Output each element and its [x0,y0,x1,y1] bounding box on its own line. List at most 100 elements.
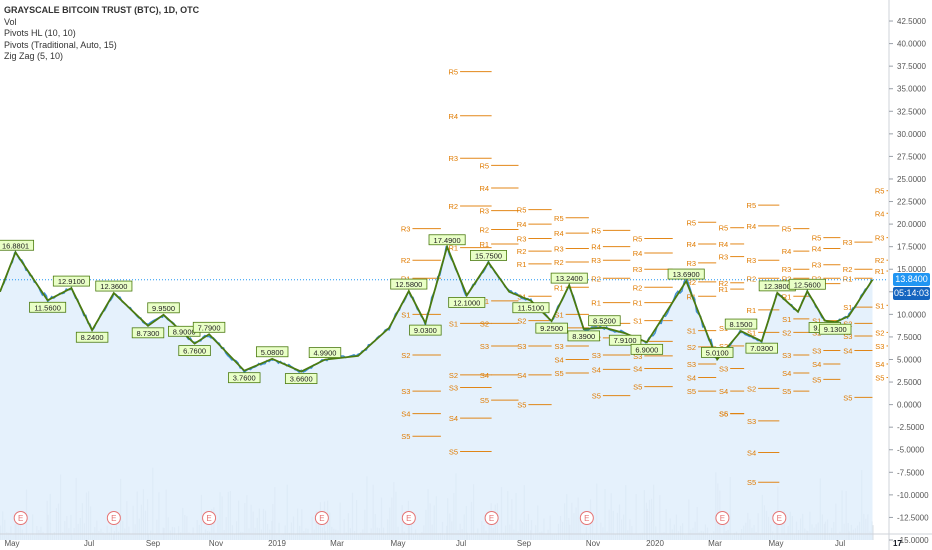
pivot-level-label: S3 [401,387,410,396]
y-tick-label: -12.5000 [897,513,929,522]
pivot-level-label: S3 [633,352,642,361]
zigzag-label-box [29,301,67,313]
pivot-level-label: S4 [719,387,728,396]
pivot-level-label: R1 [875,267,885,276]
zigzag-label: 8.2400 [81,333,104,342]
pivot-level-label: R1 [782,292,792,301]
pivot-level-label: S1 [401,310,410,319]
pivot-level-label: S4 [843,346,852,355]
x-tick-label: Sep [146,539,161,548]
pivot-level-label: R4 [591,243,601,252]
zigzag-label: 12.1000 [453,298,480,307]
pivot-level-label: R4 [554,229,564,238]
pivot-level-label: R3 [554,244,564,253]
pivot-level-label: R4 [448,112,458,121]
pivot-level-label: R3 [401,225,411,234]
legend-title[interactable]: GRAYSCALE BITCOIN TRUST (BTC), 1D, OTC [4,5,200,15]
pivot-level-label: S2 [480,319,489,328]
pivot-level-label: S3 [875,342,884,351]
zigzag-label-box [701,346,734,358]
pivot-level-label: R5 [633,235,643,244]
zigzag-label: 17.4900 [434,236,461,245]
pivot-level-label: R3 [591,256,601,265]
pivot-level-label: S1 [843,303,852,312]
zigzag-label-box [448,297,486,308]
legend-volume[interactable]: Vol [4,16,17,27]
time-axis[interactable]: May Jul Sep Nov 2019 Mar May Jul Sep Nov 2020 Mar Ma… [0,533,932,548]
pivot-level-label: R5 [747,201,757,210]
pivot-level-label: R4 [480,184,490,193]
pivot-level-label: S3 [719,365,728,374]
legend-pivots-hl[interactable]: Pivots HL (10, 10) [4,28,76,38]
y-tick-label: 7.5000 [897,333,922,342]
earnings-icon-label: E [319,514,324,523]
earnings-icon-label: E [111,514,116,523]
zigzag-label: 15.7500 [475,251,502,260]
pivot-level-label: R2 [747,274,757,283]
y-tick-label: 5.0000 [897,355,922,364]
pivot-level-label: R3 [448,154,458,163]
pivot-level-label: S1 [554,310,563,319]
legend-zigzag[interactable]: Zig Zag (5, 10) [4,51,64,61]
zigzag-label: 8.3900 [572,332,595,341]
zigzag-label: 7.7900 [198,323,221,332]
zigzag-label-box [724,318,758,330]
pivot-level-label: R4 [517,220,527,229]
pivot-level-label: S2 [449,371,458,380]
pivot-level-label: S4 [554,355,563,364]
pivot-level-label: S2 [687,343,696,352]
zigzag-label-box [588,315,621,327]
pivot-level-label: R3 [480,207,490,216]
pivot-level-label: S2 [517,317,526,326]
pivot-level-label: R3 [633,265,643,274]
pivot-level-label: R2 [554,258,564,267]
x-tick-label: Nov [586,539,600,548]
pivot-level-label: R3 [747,256,757,265]
pivot-level-label: S2 [401,351,410,360]
price-axis[interactable]: 42.5000 40.0000 37.5000 35.0000 32.5000 30.00… [888,0,929,550]
x-tick-label: Nov [209,539,223,548]
zigzag-label: 7.9100 [614,336,637,345]
y-tick-label: 35.0000 [897,85,926,94]
y-tick-label: 32.5000 [897,107,926,116]
zigzag-label-box [409,324,442,336]
zigzag-label: 11.5600 [34,303,61,312]
zigzag-label: 3.6600 [290,375,313,384]
pivot-level-label: S2 [875,328,884,337]
pivot-level-label: R4 [719,240,729,249]
pivot-level-label: R2 [633,283,643,292]
zigzag-label-box [745,342,778,354]
y-tick-label: -7.5000 [897,468,925,477]
zigzag-label: 16.8801 [2,241,29,250]
pivot-level-label: S1 [782,315,791,324]
pivot-level-label: S3 [554,342,563,351]
zigzag-label: 8.5200 [593,317,616,326]
pivot-level-label: R4 [687,240,697,249]
tradingview-logo[interactable]: 17 [893,539,902,548]
pivot-level-label: R2 [480,226,490,235]
y-tick-label: 20.0000 [897,220,926,229]
zigzag-label-box [0,239,35,251]
pivot-level-label: S1 [687,327,696,336]
zigzag-label: 9.0300 [414,326,437,335]
y-tick-label: 2.5000 [897,378,922,387]
pivot-level-label: S5 [517,401,526,410]
pivot-level-label: R2 [517,247,527,256]
zigzag-label: 3.7600 [233,374,256,383]
volume-bar [872,525,874,540]
x-tick-label: Sep [517,539,532,548]
chart-legend: GRAYSCALE BITCOIN TRUST (BTC), 1D, OTC V… [4,5,199,63]
legend-pivots-traditional[interactable]: Pivots (Traditional, Auto, 15) [4,39,117,50]
earnings-icon-label: E [18,514,23,523]
zigzag-label-box [630,343,664,355]
earnings-icon [579,511,594,525]
pivot-level-label: S3 [782,351,791,360]
y-tick-label: 22.5000 [897,198,926,207]
pivot-level-label: R4 [875,209,885,218]
pivot-level-label: S4 [782,369,791,378]
pivot-level-label: S5 [843,393,852,402]
y-tick-label: 17.5000 [897,243,926,252]
x-tick-label: 2019 [268,539,286,548]
zigzag-label-box [390,278,428,290]
